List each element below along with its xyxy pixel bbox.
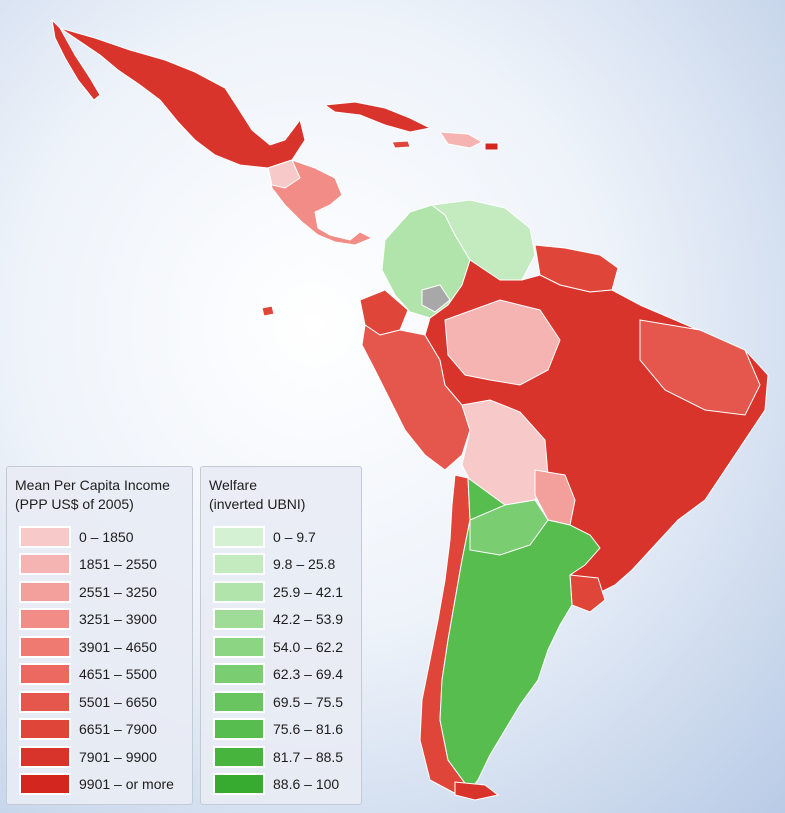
legend-range-label: 4651 – 5500	[79, 666, 157, 683]
legend-range-label: 9901 – or more	[79, 776, 174, 793]
legend-range-label: 2551 – 3250	[79, 583, 157, 600]
legend-swatch	[19, 745, 71, 768]
region-cuba	[323, 101, 432, 133]
welfare-legend-title-line1: Welfare	[209, 477, 257, 493]
legend-item: 0 – 9.7	[213, 523, 343, 551]
welfare-legend-title: Welfare (inverted UBNI)	[209, 476, 305, 514]
legend-item: 3251 – 3900	[19, 606, 174, 634]
legend-swatch	[213, 635, 265, 658]
legend-swatch	[213, 553, 265, 576]
region-peru	[361, 324, 471, 471]
legend-item: 9.8 – 25.8	[213, 551, 343, 579]
legend-item: 54.0 – 62.2	[213, 633, 343, 661]
legend-range-label: 75.6 – 81.6	[273, 721, 344, 738]
region-mexico	[59, 27, 306, 169]
welfare-legend-rows: 0 – 9.7 9.8 – 25.8 25.9 – 42.1 42.2 – 53.9 5…	[213, 523, 343, 798]
region-brazil-north	[444, 299, 561, 386]
legend-item: 5501 – 6650	[19, 688, 174, 716]
legend-range-label: 3901 – 4650	[79, 638, 157, 655]
legend-swatch	[19, 525, 71, 548]
region-guatemala	[267, 159, 301, 189]
legend-item: 88.6 – 100	[213, 771, 343, 799]
legend-item: 9901 – or more	[19, 771, 174, 799]
region-galapagos	[261, 305, 275, 317]
legend-item: 1851 – 2550	[19, 551, 174, 579]
legend-swatch	[213, 608, 265, 631]
region-jamaica	[391, 140, 411, 149]
region-tierra-del-fuego	[454, 781, 500, 801]
income-legend-rows: 0 – 1850 1851 – 2550 2551 – 3250 3251 – 390…	[19, 523, 174, 798]
income-legend-title-line1: Mean Per Capita Income	[15, 477, 170, 493]
legend-swatch	[19, 553, 71, 576]
region-argentina	[439, 476, 601, 791]
legend-item: 75.6 – 81.6	[213, 716, 343, 744]
region-brazil-northeast	[639, 319, 761, 416]
legend-swatch	[213, 745, 265, 768]
legend-swatch	[19, 608, 71, 631]
legend-swatch	[19, 635, 71, 658]
legend-range-label: 54.0 – 62.2	[273, 638, 344, 655]
legend-item: 7901 – 9900	[19, 743, 174, 771]
legend-item: 69.5 – 75.5	[213, 688, 343, 716]
legend-range-label: 5501 – 6650	[79, 693, 157, 710]
legend-range-label: 25.9 – 42.1	[273, 583, 344, 600]
legend-range-label: 81.7 – 88.5	[273, 748, 344, 765]
legend-range-label: 42.2 – 53.9	[273, 611, 344, 628]
legend-range-label: 9.8 – 25.8	[273, 556, 336, 573]
legend-swatch	[213, 690, 265, 713]
legend-range-label: 3251 – 3900	[79, 611, 157, 628]
legend-swatch	[19, 773, 71, 796]
legend-item: 4651 – 5500	[19, 661, 174, 689]
legend-range-label: 1851 – 2550	[79, 556, 157, 573]
legend-swatch	[213, 525, 265, 548]
legend-item: 2551 – 3250	[19, 578, 174, 606]
legend-item: 42.2 – 53.9	[213, 606, 343, 634]
welfare-legend-title-line2: (inverted UBNI)	[209, 496, 306, 512]
legend-range-label: 69.5 – 75.5	[273, 693, 344, 710]
legend-swatch	[213, 663, 265, 686]
legend-swatch	[213, 718, 265, 741]
legend-item: 6651 – 7900	[19, 716, 174, 744]
legend-item: 81.7 – 88.5	[213, 743, 343, 771]
legend-swatch	[19, 718, 71, 741]
region-colombia-nodata	[421, 284, 451, 313]
legend-swatch	[19, 663, 71, 686]
legend-range-label: 0 – 9.7	[273, 528, 316, 545]
region-baja-california	[51, 18, 101, 101]
welfare-legend: Welfare (inverted UBNI) 0 – 9.7 9.8 – 25.…	[200, 466, 362, 805]
legend-range-label: 88.6 – 100	[273, 776, 340, 793]
legend-range-label: 0 – 1850	[79, 528, 134, 545]
legend-range-label: 6651 – 7900	[79, 721, 157, 738]
legend-item: 25.9 – 42.1	[213, 578, 343, 606]
legend-swatch	[19, 580, 71, 603]
income-legend: Mean Per Capita Income (PPP US$ of 2005)…	[6, 466, 193, 805]
legend-swatch	[213, 773, 265, 796]
income-legend-title: Mean Per Capita Income (PPP US$ of 2005)	[15, 476, 170, 514]
region-argentina-north	[469, 499, 549, 556]
legend-swatch	[19, 690, 71, 713]
legend-swatch	[213, 580, 265, 603]
region-puerto-rico	[484, 142, 499, 151]
legend-range-label: 7901 – 9900	[79, 748, 157, 765]
legend-item: 62.3 – 69.4	[213, 661, 343, 689]
legend-item: 3901 – 4650	[19, 633, 174, 661]
income-legend-title-line2: (PPP US$ of 2005)	[15, 496, 134, 512]
region-hispaniola	[439, 131, 484, 149]
legend-range-label: 62.3 – 69.4	[273, 666, 344, 683]
legend-item: 0 – 1850	[19, 523, 174, 551]
